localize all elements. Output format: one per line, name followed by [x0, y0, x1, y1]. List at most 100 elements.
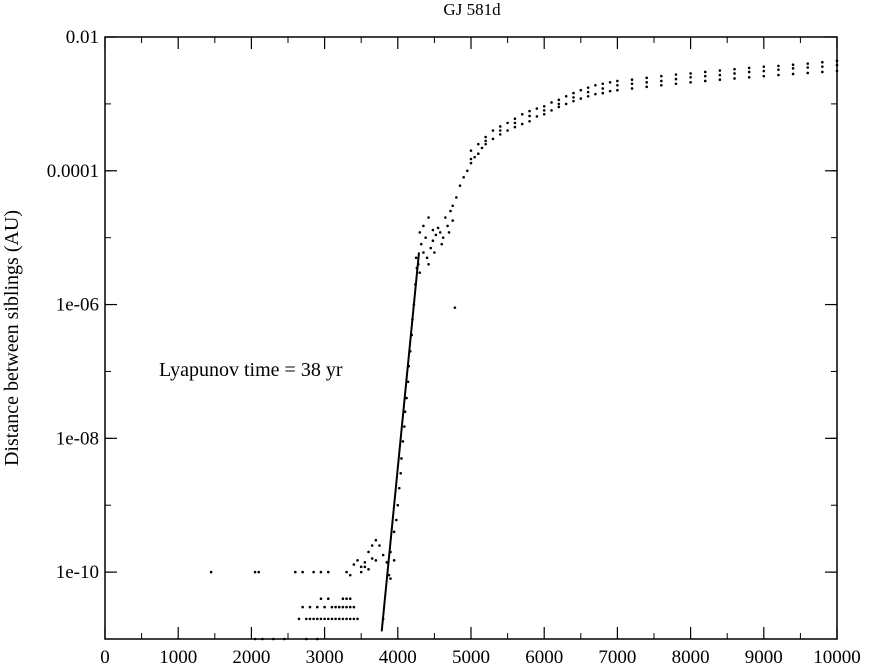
data-point — [689, 81, 692, 84]
data-point — [440, 242, 444, 246]
data-point — [451, 219, 455, 222]
y-tick-label: 1e-10 — [56, 562, 99, 583]
data-point — [542, 109, 546, 112]
data-point — [557, 102, 561, 106]
data-point — [608, 81, 612, 84]
data-point — [431, 239, 435, 243]
data-point — [312, 570, 315, 574]
x-tick-label: 9000 — [745, 647, 783, 667]
data-point — [506, 129, 509, 132]
data-point — [542, 105, 546, 108]
data-point — [345, 570, 348, 574]
data-point — [315, 605, 319, 609]
data-point — [703, 79, 707, 83]
data-point — [572, 91, 575, 95]
y-tick-label: 0.01 — [66, 27, 99, 48]
data-point — [449, 209, 452, 213]
data-point — [341, 617, 345, 621]
data-point — [835, 69, 839, 73]
lyapunov-fit-line — [380, 252, 420, 632]
chart-title: GJ 581d — [443, 0, 501, 19]
data-point — [477, 152, 480, 156]
data-point — [447, 231, 451, 234]
data-point — [427, 216, 430, 219]
data-point — [484, 139, 487, 143]
data-point — [446, 224, 449, 228]
data-point — [498, 133, 502, 136]
y-axis-label: Distance between siblings (AU) — [1, 210, 23, 466]
data-point — [572, 99, 575, 103]
data-point — [345, 605, 348, 609]
data-point — [835, 59, 839, 63]
data-point — [564, 102, 568, 106]
data-point — [674, 77, 678, 81]
data-point — [689, 75, 692, 79]
data-point — [821, 70, 824, 74]
data-point — [564, 94, 568, 98]
data-point — [506, 121, 509, 125]
data-point — [374, 559, 378, 562]
data-point — [363, 561, 367, 564]
data-point — [469, 161, 473, 165]
data-point — [466, 169, 469, 173]
x-tick-label: 4000 — [379, 647, 417, 667]
data-point — [491, 137, 495, 141]
data-point — [359, 570, 363, 574]
data-point — [747, 66, 751, 70]
data-point — [542, 112, 546, 116]
data-point — [645, 81, 648, 84]
x-tick-label: 2000 — [232, 647, 270, 667]
data-point — [791, 67, 795, 70]
data-point — [572, 96, 575, 99]
data-point — [319, 617, 323, 621]
data-point — [777, 73, 780, 77]
data-point — [718, 73, 722, 77]
data-point — [334, 617, 337, 621]
data-point — [308, 617, 312, 621]
data-point — [469, 149, 473, 152]
y-tick-label: 1e-06 — [56, 295, 99, 316]
data-point — [579, 97, 583, 100]
data-point — [406, 380, 410, 384]
scatter-points — [209, 59, 839, 641]
data-point — [438, 231, 442, 234]
data-point — [341, 605, 345, 609]
data-point — [431, 228, 435, 232]
data-point — [660, 79, 663, 83]
data-point — [733, 72, 736, 75]
data-point — [616, 83, 619, 87]
data-point — [400, 457, 403, 460]
data-point — [345, 617, 348, 621]
data-point — [733, 77, 736, 80]
data-point — [484, 135, 487, 139]
data-point — [326, 617, 330, 621]
data-point — [399, 472, 403, 475]
data-point — [550, 101, 553, 104]
x-tick-label: 5000 — [452, 647, 490, 667]
data-point — [367, 568, 370, 571]
fit-lines — [380, 252, 420, 632]
data-point — [418, 231, 422, 234]
data-point — [389, 577, 392, 580]
data-point — [301, 570, 304, 574]
data-point — [484, 142, 487, 146]
data-point — [660, 83, 663, 87]
data-point — [305, 637, 308, 641]
data-point — [301, 605, 304, 609]
data-point — [477, 142, 480, 146]
data-point — [616, 79, 619, 83]
data-point — [579, 88, 583, 92]
data-point — [323, 605, 326, 609]
data-point — [253, 637, 257, 641]
data-point — [762, 65, 766, 68]
data-point — [308, 605, 312, 609]
data-point — [498, 125, 502, 128]
data-point — [414, 256, 418, 260]
data-point — [480, 146, 484, 150]
data-point — [209, 570, 213, 574]
data-point — [370, 544, 374, 547]
data-point — [403, 410, 407, 414]
data-point — [535, 115, 539, 118]
data-point — [791, 72, 795, 76]
data-point — [528, 114, 531, 118]
